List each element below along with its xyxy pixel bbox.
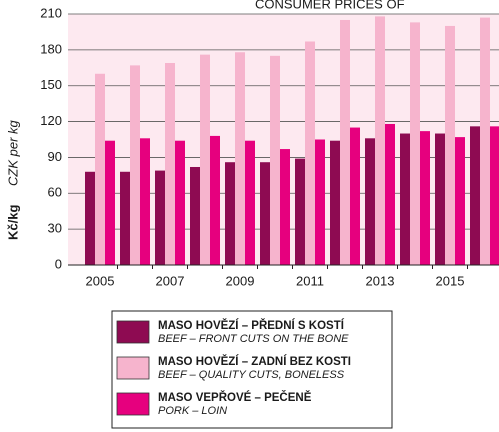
bar <box>245 140 255 265</box>
bar <box>400 133 410 265</box>
bar <box>295 158 305 265</box>
legend-label: MASO HOVĚZÍ – PŘEDNÍ S KOSTÍ <box>158 319 345 332</box>
legend-label: MASO VEPŘOVÉ – PEČENĚ <box>158 391 312 404</box>
y-tick-label: 0 <box>55 256 62 271</box>
bar <box>85 171 95 265</box>
x-tick-label: 2007 <box>156 273 185 288</box>
bar <box>365 138 375 265</box>
x-tick-label: 2009 <box>226 273 255 288</box>
bar <box>280 149 290 265</box>
bar <box>270 55 280 266</box>
bar <box>410 22 420 265</box>
legend-label-en: BEEF – FRONT CUTS ON THE BONE <box>158 333 349 345</box>
bar <box>375 16 385 266</box>
bar <box>130 65 140 266</box>
x-tick-label: 2013 <box>366 273 395 288</box>
x-tick-label: 2005 <box>86 273 115 288</box>
legend-label-en: PORK – LOIN <box>158 405 227 417</box>
bar <box>260 162 270 265</box>
bar <box>305 41 315 265</box>
bar <box>455 137 465 265</box>
bar <box>175 140 185 265</box>
bar <box>190 166 200 265</box>
legend <box>111 310 393 429</box>
y-tick-label: 210 <box>40 5 62 20</box>
legend-swatch <box>116 356 150 380</box>
legend-label: MASO HOVĚZÍ – ZADNÍ BEZ KOSTI <box>158 355 351 368</box>
y-axis-label: Kč/kg <box>5 205 20 240</box>
y-tick-label: 120 <box>40 113 62 128</box>
bar <box>420 131 430 265</box>
bar <box>480 17 490 266</box>
bar <box>385 123 395 265</box>
bar <box>435 133 445 265</box>
x-tick-label: 2015 <box>436 273 465 288</box>
bar <box>200 54 210 266</box>
legend-swatch <box>116 392 150 416</box>
bar <box>315 139 325 265</box>
bar <box>140 138 150 265</box>
legend-swatch <box>116 320 150 344</box>
bar <box>235 52 245 265</box>
y-axis-label-en: CZK per kg <box>5 119 20 186</box>
bar <box>105 140 115 265</box>
y-tick-label: 90 <box>48 149 62 164</box>
x-tick-label: 2011 <box>296 273 324 288</box>
bar <box>95 73 105 265</box>
y-tick-label: 30 <box>48 221 62 236</box>
bar <box>470 126 480 265</box>
bar <box>155 170 165 265</box>
y-tick-label: 180 <box>40 41 62 56</box>
chart-title: CONSUMER PRICES OF <box>255 0 405 11</box>
bar <box>490 126 499 265</box>
y-tick-label: 150 <box>40 77 62 92</box>
legend-label-en: BEEF – QUALITY CUTS, BONELESS <box>158 369 345 381</box>
bar <box>350 127 360 265</box>
bar <box>445 25 455 266</box>
bar <box>330 140 340 265</box>
bar <box>210 135 220 265</box>
bar <box>225 162 235 265</box>
bar <box>340 19 350 265</box>
bar <box>120 171 130 265</box>
bar <box>165 63 175 265</box>
plot <box>68 13 499 269</box>
y-tick-label: 60 <box>48 185 62 200</box>
